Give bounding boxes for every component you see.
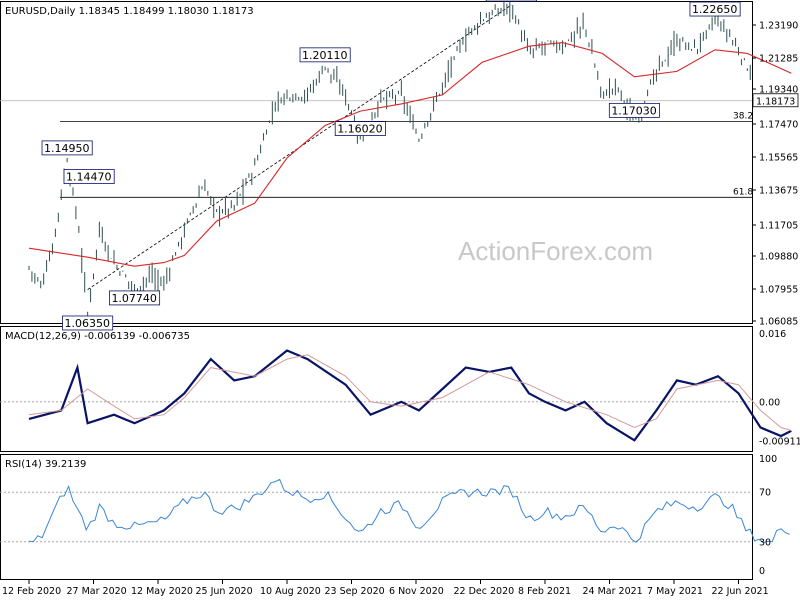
macd-y-tick-label: -0.009116 — [759, 436, 800, 447]
rsi-series — [28, 478, 790, 544]
price-y-tick-label: 1.07955 — [759, 285, 798, 296]
price-annotation: 1.20110 — [302, 49, 348, 62]
last-price-tag: 1.18173 — [756, 96, 795, 107]
price-annotation: 1.14950 — [44, 142, 90, 155]
last-price-tag-box — [752, 93, 799, 108]
price-annotation: 1.06350 — [65, 317, 111, 330]
macd-series-signal — [28, 354, 792, 431]
macd-y-tick-label: 0.016 — [759, 329, 786, 340]
price-annotation-box — [689, 1, 741, 17]
price-annotation-box — [485, 0, 537, 2]
fib-level-label: 38.2 — [733, 111, 753, 121]
price-annotation-box — [62, 315, 114, 331]
price-panel — [0, 1, 753, 324]
x-tick-label: 12 Feb 2020 — [2, 586, 61, 597]
x-tick-label: 25 Jun 2020 — [196, 586, 253, 597]
macd-panel-title: MACD(12,26,9) -0.006139 -0.006735 — [5, 331, 190, 342]
price-annotation: 1.14470 — [66, 171, 112, 184]
axes: 1.23190 1.21285 1.19340 1.17470 1.15565 1.136… — [2, 21, 800, 598]
x-tick-label: 10 Aug 2020 — [260, 586, 321, 597]
price-annotation-box — [299, 47, 351, 63]
x-tick-label: 22 Dec 2020 — [454, 586, 515, 597]
price-y-tick-label: 1.13675 — [759, 186, 798, 197]
rsi-y-tick-label: 0 — [759, 566, 765, 577]
price-plot: 38.2 61.8 1.23480 1.22650 1.20110 1.16020 1.17… — [0, 0, 792, 331]
fib-level-label: 61.8 — [733, 187, 753, 197]
price-y-tick-label: 1.06085 — [759, 317, 798, 328]
macd-y-tick-label: 0.00 — [759, 397, 780, 408]
rsi-y-tick-label: 100 — [759, 454, 777, 465]
rsi-panel-title: RSI(14) 39.2139 — [5, 459, 86, 470]
rsi-y-tick-label: 30 — [759, 537, 771, 548]
rsi-plot — [0, 478, 790, 544]
x-tick-label: 24 Mar 2021 — [583, 586, 643, 597]
x-tick-label: 12 May 2020 — [131, 586, 193, 597]
price-y-tick-label: 1.21285 — [759, 54, 798, 65]
price-annotation: 1.17030 — [611, 104, 657, 117]
moving-average-line — [28, 42, 792, 267]
macd-panel — [0, 326, 753, 452]
macd-plot — [0, 349, 792, 442]
rsi-y-tick-label: 70 — [759, 488, 771, 499]
x-tick-label: 27 Mar 2020 — [67, 586, 127, 597]
price-annotation-box — [334, 121, 386, 136]
price-y-tick-label: 1.17470 — [759, 120, 798, 131]
watermark: ActionForex.com — [458, 236, 653, 266]
price-y-tick-label: 1.19340 — [759, 85, 798, 96]
price-annotation: 1.23480 — [488, 0, 534, 1]
x-tick-label: 7 May 2021 — [647, 586, 703, 597]
x-tick-label: 8 Feb 2021 — [518, 586, 571, 597]
price-y-tick-label: 1.11705 — [759, 221, 798, 232]
price-annotation-box — [41, 140, 93, 156]
price-annotation: 1.16020 — [337, 123, 383, 136]
price-panel-title: EURUSD,Daily 1.18345 1.18499 1.18030 1.1… — [5, 6, 254, 17]
x-tick-label: 6 Nov 2020 — [389, 586, 444, 597]
price-annotation: 1.22650 — [692, 3, 738, 16]
price-y-tick-label: 1.15565 — [759, 153, 798, 164]
x-tick-label: 23 Sep 2020 — [325, 586, 385, 597]
price-annotation-box — [608, 102, 660, 118]
price-annotation: 1.07740 — [111, 292, 157, 305]
price-annotation-box — [109, 290, 161, 306]
price-annotation-box — [63, 169, 115, 184]
macd-series-macd — [28, 349, 792, 442]
price-y-tick-label: 1.23190 — [759, 21, 798, 32]
x-tick-label: 22 Jun 2021 — [712, 586, 769, 597]
price-y-tick-label: 1.09880 — [759, 252, 798, 263]
